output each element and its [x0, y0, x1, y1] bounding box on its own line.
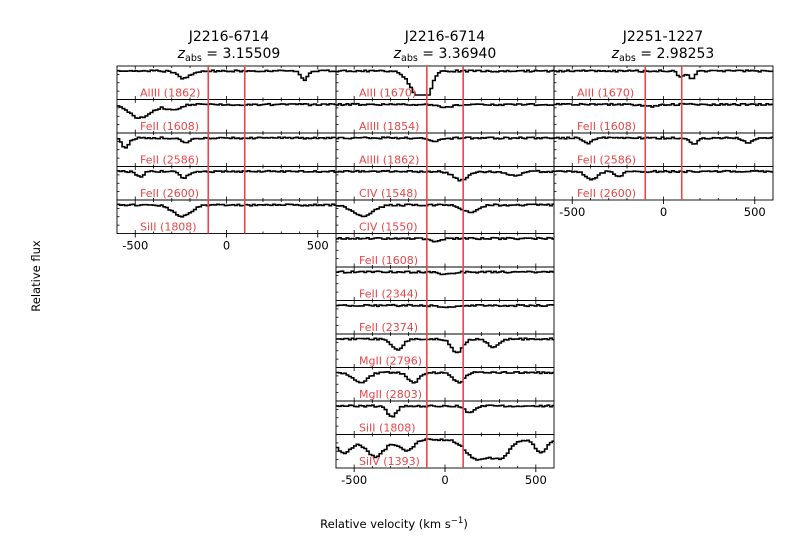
transition-label: AlIII (1862)	[359, 154, 419, 167]
spectrum-line	[336, 203, 554, 218]
panel-title: J2216-6714	[188, 29, 270, 45]
transition-label: FeII (2586)	[577, 154, 636, 167]
x-tick-label: 0	[660, 205, 667, 219]
x-tick-label: 500	[307, 239, 329, 253]
transition-panel: CIV (1548)	[335, 166, 555, 201]
x-tick-label: 0	[441, 473, 448, 487]
spectrum-line	[336, 136, 554, 143]
x-tick-label: -500	[341, 473, 367, 487]
spectrum-line	[336, 102, 554, 109]
spectrum-line	[336, 371, 554, 384]
panel-title: J2251-1227	[622, 29, 703, 45]
transition-panel: SiII (1808)	[335, 400, 555, 435]
transition-label: MgII (2796)	[359, 355, 422, 368]
transition-label: MgII (2803)	[359, 388, 422, 401]
x-tick-label: 500	[744, 205, 766, 219]
spectrum-line	[336, 303, 554, 309]
spectrum-line	[336, 404, 554, 418]
spectrum-line	[336, 169, 554, 182]
transition-panel: FeII (1608)	[553, 99, 774, 134]
spectrum-line	[554, 169, 773, 181]
transition-label: AlIII (1854)	[359, 120, 419, 133]
transition-label: FeII (1608)	[577, 120, 636, 133]
x-tick-label: 500	[525, 473, 547, 487]
x-axis-label-exp: −1	[451, 516, 464, 526]
spectrum-line	[117, 136, 336, 149]
transition-panel: AlII (1670)	[335, 65, 555, 100]
transition-panel: SiIV (1393)	[335, 434, 555, 469]
x-axis-label-main: Relative velocity (km s	[320, 517, 451, 531]
transition-panel: MgII (2796)	[335, 333, 555, 368]
spectrum-line	[336, 69, 554, 96]
transition-panel: FeII (2586)	[116, 132, 337, 167]
spectrum-line	[336, 337, 554, 354]
transition-panel: AlII (1670)	[553, 65, 774, 100]
spectrum-line	[336, 438, 554, 461]
transition-panel: FeII (2600)	[116, 166, 337, 201]
spectrum-line	[554, 102, 773, 108]
transition-panel: AlIII (1862)	[335, 132, 555, 167]
transition-panel: AlIII (1854)	[335, 99, 555, 134]
spectrum-line	[117, 102, 336, 119]
transition-panel: FeII (2586)	[553, 132, 774, 167]
transition-panel: MgII (2803)	[335, 367, 555, 402]
x-axis-label-close: )	[463, 517, 468, 531]
transition-label: FeII (1608)	[140, 120, 199, 133]
x-axis-label: Relative velocity (km s−1)	[320, 516, 468, 531]
panel-redshift: zabs = 3.36940	[393, 46, 497, 64]
spectrum-line	[554, 136, 773, 145]
transition-label: FeII (2600)	[140, 187, 199, 200]
x-tick-label: -500	[559, 205, 585, 219]
transition-panel: AlIII (1862)	[116, 65, 337, 100]
transition-label: AlII (1670)	[577, 87, 634, 100]
transition-label: AlII (1670)	[359, 87, 416, 100]
transition-panel: SiII (1808)	[116, 199, 337, 234]
transition-panel: FeII (1608)	[335, 233, 555, 268]
spectrum-line	[336, 270, 554, 276]
spectrum-line	[336, 236, 554, 243]
transition-panel: FeII (2600)	[553, 166, 774, 201]
transition-label: AlIII (1862)	[140, 87, 200, 100]
x-tick-label: -500	[122, 239, 148, 253]
spectrum-line	[117, 169, 336, 179]
panel-redshift: zabs = 2.98253	[611, 46, 715, 64]
y-axis-label: Relative flux	[29, 240, 43, 312]
spectrum-line	[117, 69, 336, 82]
transition-label: CIV (1548)	[359, 187, 418, 200]
transition-panel: FeII (2374)	[335, 300, 555, 335]
spectrum-line	[117, 203, 336, 218]
transition-label: FeII (2374)	[359, 321, 418, 334]
transition-label: FeII (2586)	[140, 154, 199, 167]
transition-panel: FeII (2344)	[335, 266, 555, 301]
panel-redshift: zabs = 3.15509	[177, 46, 281, 64]
transition-panel: CIV (1550)	[335, 199, 555, 234]
panel-title: J2216-6714	[404, 29, 486, 45]
transition-label: FeII (1608)	[359, 254, 418, 267]
transition-label: FeII (2600)	[577, 187, 636, 200]
transition-label: SiIV (1393)	[359, 455, 420, 468]
x-tick-label: 0	[223, 239, 230, 253]
transition-panel: FeII (1608)	[116, 99, 337, 134]
transition-label: SiII (1808)	[140, 221, 197, 234]
transition-label: SiII (1808)	[359, 422, 416, 435]
spectrum-line	[554, 69, 773, 80]
transition-label: CIV (1550)	[359, 221, 418, 234]
transition-label: FeII (2344)	[359, 288, 418, 301]
